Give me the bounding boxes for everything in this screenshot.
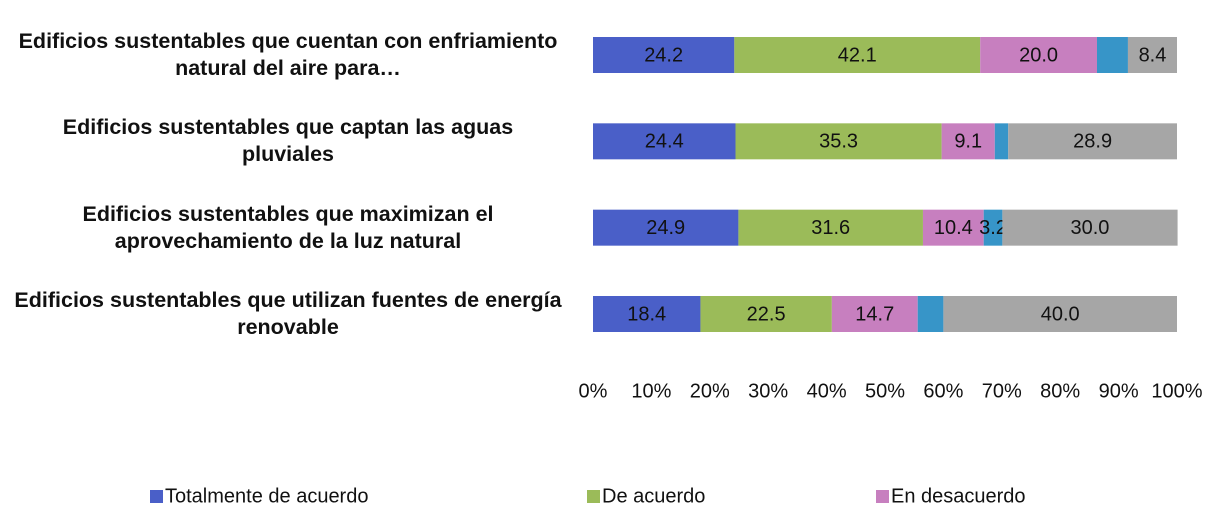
data-label: 31.6 (811, 217, 850, 239)
data-label: 35.3 (819, 131, 858, 153)
data-label: 10.4 (934, 217, 973, 239)
bar-segment (922, 209, 984, 246)
legend-label: Totalmente de acuerdo (165, 485, 368, 507)
bar-segment (994, 123, 1009, 160)
x-tick-label: 20% (690, 380, 730, 402)
x-tick-label: 80% (1040, 380, 1080, 402)
data-label: 20.0 (1019, 44, 1058, 66)
x-tick-label: 40% (807, 380, 847, 402)
data-label: 14.7 (855, 303, 894, 325)
legend-swatch (150, 490, 163, 503)
data-label: 9.1 (954, 131, 982, 153)
x-tick-label: 10% (631, 380, 671, 402)
data-label: 3.2 (979, 217, 1007, 239)
data-label: 24.9 (646, 217, 685, 239)
bar-segment (1096, 37, 1128, 73)
category-label-box: Edificios sustentables que cuentan con e… (2, 28, 562, 82)
data-label: 22.5 (747, 303, 786, 325)
category-label-box: Edificios sustentables que maximizan el … (2, 201, 562, 255)
bar-segment (734, 37, 981, 73)
legend-swatch (876, 490, 889, 503)
bar-segment (943, 296, 1177, 332)
x-tick-label: 0% (579, 380, 608, 402)
x-tick-label: 50% (865, 380, 905, 402)
bar-segment (700, 296, 832, 332)
bar-segment (1008, 123, 1177, 160)
data-label: 42.1 (838, 44, 877, 66)
legend-label: De acuerdo (602, 485, 705, 507)
bar-segment (917, 296, 944, 332)
bar-segment (980, 37, 1097, 73)
data-label: 40.0 (1041, 303, 1080, 325)
x-tick-label: 30% (748, 380, 788, 402)
data-label: 24.4 (645, 131, 684, 153)
bar-segment (593, 123, 736, 160)
category-label: Edificios sustentables que maximizan el … (82, 201, 494, 253)
data-label: 30.0 (1071, 217, 1110, 239)
category-label-box: Edificios sustentables que utilizan fuen… (2, 287, 562, 341)
category-label: Edificios sustentables que cuentan con e… (18, 29, 558, 80)
category-label: Edificios sustentables que captan las ag… (62, 115, 514, 167)
bar-segment (1002, 209, 1178, 246)
bar-segment (831, 296, 918, 332)
data-label: 28.9 (1073, 131, 1112, 153)
x-tick-label: 60% (923, 380, 963, 402)
data-label: 8.4 (1139, 44, 1167, 66)
bar-segment (941, 123, 995, 160)
legend-swatch (587, 490, 600, 503)
bar-segment (983, 209, 1003, 246)
data-label: 18.4 (627, 303, 666, 325)
bar-segment (738, 209, 923, 246)
data-label: 24.2 (644, 44, 683, 66)
x-tick-label: 90% (1099, 380, 1139, 402)
bar-segment (593, 209, 739, 246)
bar-segment (593, 296, 701, 332)
bar-segment (593, 37, 735, 73)
x-tick-label: 100% (1151, 380, 1202, 402)
category-label-box: Edificios sustentables que captan las ag… (2, 114, 562, 168)
x-tick-label: 70% (982, 380, 1022, 402)
bar-segment (1127, 37, 1177, 73)
legend-label: En desacuerdo (891, 485, 1026, 507)
category-label: Edificios sustentables que utilizan fuen… (14, 288, 562, 339)
bar-segment (735, 123, 942, 160)
